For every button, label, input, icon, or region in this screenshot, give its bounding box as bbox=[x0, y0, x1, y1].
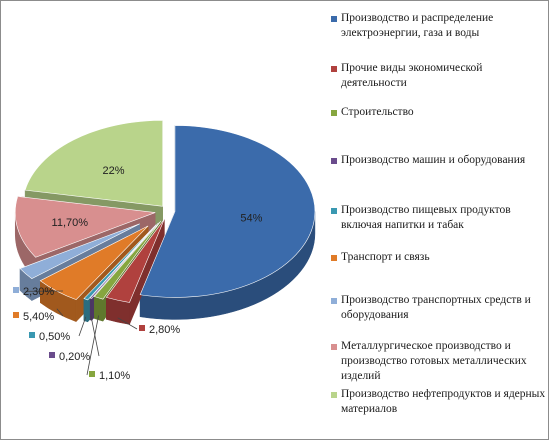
data-label-swatch bbox=[89, 371, 95, 377]
legend-swatch bbox=[331, 255, 337, 261]
data-label: 5,40% bbox=[23, 311, 54, 323]
data-label: 11,70% bbox=[52, 217, 89, 229]
legend-label: Производство пищевых продуктов включая н… bbox=[341, 204, 511, 231]
legend-label: Строительство bbox=[341, 106, 414, 118]
leader-line bbox=[86, 315, 99, 376]
pie-slice bbox=[83, 224, 157, 301]
data-label: 1,10% bbox=[99, 370, 130, 382]
data-label-swatch bbox=[13, 287, 19, 293]
legend-swatch bbox=[331, 158, 337, 164]
pie-slice bbox=[19, 223, 140, 279]
data-label-swatch bbox=[13, 312, 19, 318]
data-label: 54% bbox=[240, 212, 262, 224]
legend-swatch bbox=[331, 16, 337, 22]
data-labels: 54% 2,80% 1,10% 0,20% 0,50% 5,40% 2,30% 11,70% 2… bbox=[13, 165, 263, 382]
legend-label: Производство машин и оборудования bbox=[341, 154, 526, 166]
data-label: 0,20% bbox=[59, 351, 90, 363]
pie-slice bbox=[14, 196, 156, 258]
legend-label: Производство и распределение электроэнер… bbox=[341, 12, 494, 39]
pie-slice bbox=[93, 220, 162, 300]
leader-line bbox=[90, 315, 100, 357]
legend-label: Прочие виды экономической деятельности bbox=[341, 62, 483, 89]
legend-swatch bbox=[331, 110, 337, 116]
legend-swatch bbox=[331, 66, 337, 72]
legend-label: Производство нефтепродуктов и ядерных ма… bbox=[341, 388, 546, 415]
data-label-swatch bbox=[49, 352, 55, 358]
pie-slice bbox=[105, 218, 165, 303]
legend-swatch bbox=[331, 208, 337, 214]
data-label: 2,80% bbox=[149, 324, 180, 336]
data-label: 0,50% bbox=[39, 331, 70, 343]
leader-line bbox=[56, 308, 64, 317]
leader-line bbox=[117, 317, 138, 330]
pie-slice bbox=[89, 222, 159, 299]
pie-slice bbox=[24, 119, 163, 207]
pie-tops bbox=[14, 119, 316, 303]
pie-chart: 54% 2,80% 1,10% 0,20% 0,50% 5,40% 2,30% 11,70% 2… bbox=[13, 119, 316, 382]
data-label-swatch bbox=[139, 325, 145, 331]
legend-swatch bbox=[331, 298, 337, 304]
data-label: 22% bbox=[103, 165, 125, 177]
legend-label: Производство транспортных средств и обор… bbox=[341, 294, 531, 321]
data-label: 2,30% bbox=[23, 286, 54, 298]
legend-label: Металлургическое производство и производ… bbox=[341, 340, 527, 382]
legend-swatch bbox=[331, 392, 337, 398]
leader-line bbox=[78, 316, 87, 337]
pie-slice bbox=[139, 125, 316, 298]
legend-swatch bbox=[331, 344, 337, 350]
legend-label: Транспорт и связь bbox=[341, 251, 430, 263]
data-label-swatch bbox=[29, 332, 35, 338]
